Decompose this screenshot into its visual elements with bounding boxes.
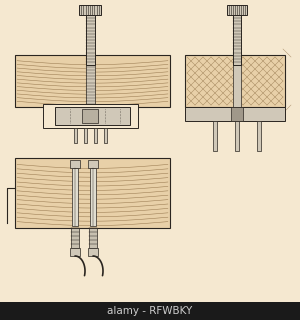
Bar [213,121,217,151]
Bar [82,109,98,123]
Bar [85,15,94,65]
Bar [233,15,241,65]
Bar [83,128,86,143]
Text: alamy - RFWBKY: alamy - RFWBKY [107,306,193,316]
Bar [15,158,170,228]
Bar [79,5,101,15]
Bar [94,128,97,143]
Bar [185,55,285,107]
Bar [55,107,130,125]
Bar [227,5,247,15]
Bar [103,128,106,143]
Bar [70,248,80,256]
Bar [15,55,170,107]
Bar [89,228,97,248]
Bar [235,121,239,151]
Bar [74,128,76,143]
Bar [233,55,241,107]
Bar [71,228,79,248]
Bar [43,104,138,128]
Bar [88,248,98,256]
Bar [90,168,96,226]
Bar [88,160,98,168]
Bar [85,55,94,107]
Bar [0,302,300,320]
Bar [231,107,243,121]
Bar [257,121,261,151]
Bar [185,107,285,121]
Bar [70,160,80,168]
Bar [72,168,78,226]
